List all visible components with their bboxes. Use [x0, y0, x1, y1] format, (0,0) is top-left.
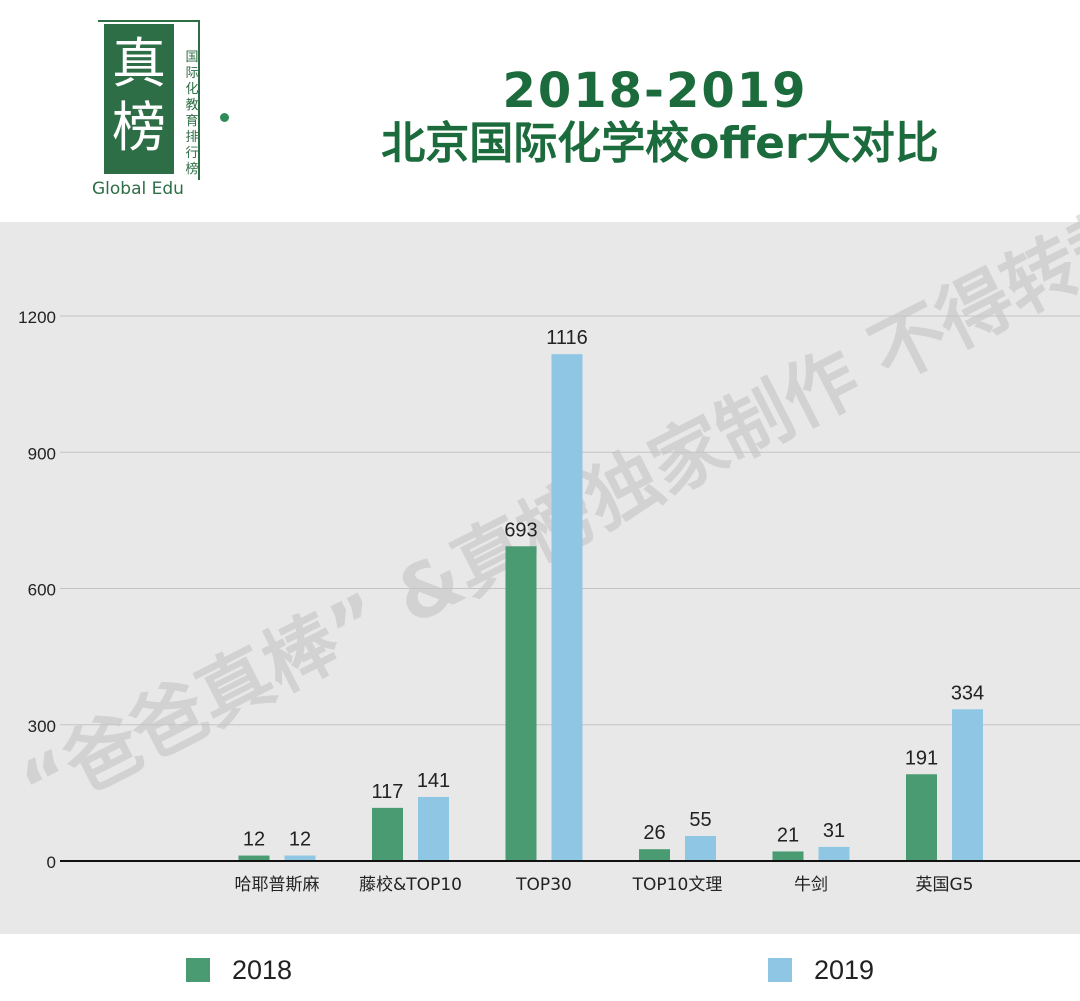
x-tick-label: 英国G5 — [916, 875, 974, 895]
bar — [772, 851, 804, 861]
data-label: 21 — [777, 824, 799, 846]
logo-dot — [220, 113, 229, 122]
bar — [238, 855, 270, 861]
bar — [284, 855, 316, 861]
legend-label-2019: 2019 — [814, 955, 875, 985]
data-label: 693 — [504, 519, 537, 541]
legend-swatch-2019 — [768, 958, 792, 982]
data-label: 55 — [689, 809, 711, 831]
data-label: 12 — [243, 829, 265, 851]
bar — [952, 709, 983, 861]
bar — [906, 774, 937, 861]
data-label: 1116 — [546, 327, 588, 349]
title-line-2: 北京国际化学校offer大对比 — [381, 118, 939, 169]
data-label: 191 — [905, 747, 938, 769]
x-tick-label: 藤校&TOP10 — [359, 875, 462, 895]
bar — [818, 846, 850, 861]
data-label: 12 — [289, 829, 311, 851]
bar — [372, 807, 403, 861]
y-tick-label: 0 — [47, 853, 56, 872]
legend-swatch-2018 — [186, 958, 210, 982]
y-tick-label: 300 — [28, 717, 56, 736]
y-tick-label: 1200 — [18, 308, 56, 327]
data-label: 26 — [643, 822, 665, 844]
x-tick-label: 牛剑 — [794, 875, 828, 895]
data-label: 117 — [372, 781, 404, 803]
header: 真榜 国际化教育排行榜 Global Edu 2018-2019 北京国际化学校… — [0, 0, 1080, 222]
x-tick-label: TOP10文理 — [632, 875, 723, 895]
legend-label-2018: 2018 — [232, 955, 293, 985]
x-tick-label: 哈耶普斯麻 — [235, 875, 320, 895]
x-tick-label: TOP30 — [515, 875, 572, 895]
y-tick-label: 600 — [28, 581, 56, 600]
logo-english-text: Global Edu — [92, 179, 184, 199]
y-tick-label: 900 — [28, 444, 56, 463]
bar — [639, 849, 670, 861]
bar — [685, 836, 716, 861]
data-label: 334 — [951, 682, 984, 704]
legend: 2018 2019 — [0, 934, 1080, 1001]
bar — [551, 354, 583, 861]
data-label: 31 — [823, 820, 845, 842]
logo: 真榜 国际化教育排行榜 Global Edu — [90, 20, 240, 200]
logo-sub-text: 国际化教育排行榜 — [185, 50, 199, 177]
logo-box — [104, 24, 174, 174]
logo-main-text: 真榜 — [112, 32, 166, 159]
bar — [505, 546, 537, 861]
data-label: 141 — [417, 770, 450, 792]
logo-frame — [98, 20, 200, 180]
bar-chart: 0 300 600 900 1200 12 12 哈耶普斯麻 117 141 藤校&TOP10 693… — [18, 308, 1080, 895]
title-line-1: 2018-2019 — [502, 63, 808, 119]
plot-background — [0, 222, 1080, 934]
bar — [418, 796, 449, 861]
